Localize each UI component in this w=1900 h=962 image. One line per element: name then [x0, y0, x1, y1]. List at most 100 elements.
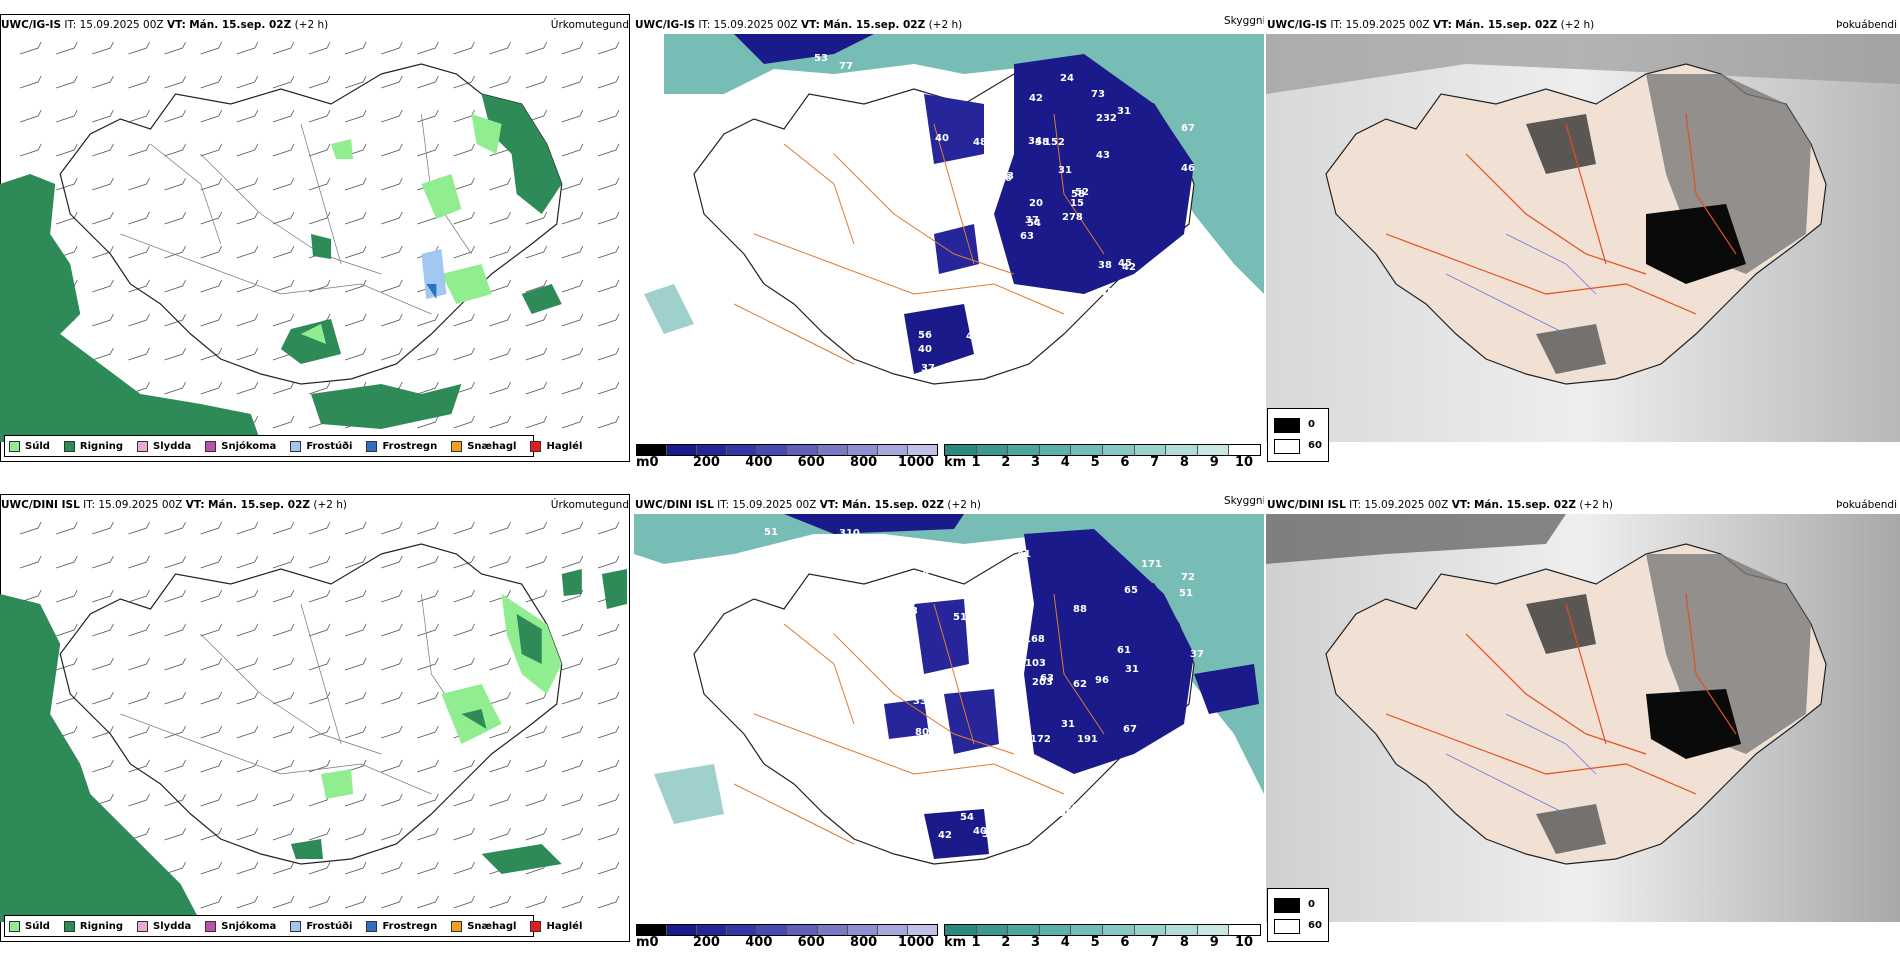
wind-barb: [453, 415, 475, 429]
wind-barb: [489, 279, 511, 293]
visibility-value-label: 42: [938, 830, 952, 841]
wind-barb: [344, 347, 367, 361]
visibility-value-label: 60: [1176, 357, 1190, 368]
visibility-value-label: 34: [1028, 136, 1042, 147]
legend-item: Haglél: [530, 920, 582, 932]
wind-barb: [597, 347, 620, 361]
colorbar-tick-label: 600: [797, 455, 825, 470]
wind-barb: [381, 861, 403, 875]
fog-legend: 0 60: [1267, 408, 1329, 462]
wind-barb: [453, 211, 475, 225]
wind-barb: [489, 313, 511, 327]
wind-barb: [561, 521, 584, 535]
wind-barb: [200, 589, 223, 603]
wind-barb: [92, 623, 114, 637]
visibility-value-label: 34: [1023, 764, 1037, 775]
wind-barb: [453, 245, 475, 259]
legend-label: Slydda: [153, 920, 192, 932]
wind-barb: [453, 177, 475, 191]
wind-barb: [92, 211, 114, 225]
wind-barb: [19, 109, 42, 123]
visibility-value-label: 37: [1025, 215, 1039, 226]
wind-barb: [561, 279, 584, 293]
visibility-value-label: 56: [918, 330, 932, 341]
wind-barb: [236, 381, 259, 395]
wind-barb: [236, 75, 259, 89]
wind-barb: [164, 589, 186, 603]
visibility-value-label: 37: [921, 363, 935, 374]
wind-barb: [200, 861, 223, 875]
wind-barb: [236, 691, 259, 705]
legend-swatch: [451, 920, 463, 932]
wind-barb: [236, 895, 259, 909]
legend-swatch-0: [1274, 418, 1300, 433]
wind-barb: [561, 381, 584, 395]
visibility-value-label: 203: [1032, 677, 1053, 688]
wind-barb: [453, 759, 475, 773]
visibility-value-label: 59: [764, 75, 778, 86]
legend-item: Slydda: [137, 440, 191, 452]
wind-barb: [344, 313, 367, 327]
colorbar-tick-label: 1: [971, 455, 981, 470]
wind-barb: [417, 759, 439, 773]
colorbar-tick-label: 400: [745, 455, 773, 470]
wind-barb: [525, 521, 548, 535]
model-name: UWC/IG-IS: [635, 19, 696, 31]
colorbar-segment: [976, 445, 1009, 455]
legend-swatch-60: [1274, 439, 1300, 454]
wind-barb: [200, 143, 223, 157]
wind-barb: [272, 861, 295, 875]
wind-barb: [308, 211, 331, 225]
colorbar-segment: [757, 445, 788, 455]
wind-barb: [272, 759, 295, 773]
wind-barb: [417, 895, 439, 909]
visibility-value-label: 99: [1059, 808, 1073, 819]
visibility-value-label: 31: [1117, 106, 1131, 117]
precip-map: [0, 514, 632, 922]
visibility-value-label: 81: [959, 184, 973, 195]
wind-barb: [308, 691, 331, 705]
lead-time: (+2 h): [928, 19, 963, 31]
colorbar-unit: m: [636, 455, 650, 470]
valid-time: Mán. 15.sep. 02Z: [207, 499, 310, 511]
visibility-value-label: 58: [1071, 189, 1085, 200]
wind-barb: [92, 725, 114, 739]
visibility-value-label: 60: [979, 300, 993, 311]
wind-barb: [272, 109, 295, 123]
valid-label: VT:: [1432, 19, 1452, 31]
wind-barb: [128, 725, 150, 739]
visibility-value-label: 80: [915, 727, 929, 738]
wind-barb: [236, 861, 259, 875]
colorbar-segment: [1229, 445, 1260, 455]
wind-barb: [128, 555, 150, 569]
wind-barb: [308, 623, 331, 637]
legend-item: Snæhagl: [451, 440, 516, 452]
visibility-value-label: 73: [1091, 89, 1105, 100]
wind-barb: [272, 75, 295, 89]
wind-barb: [92, 589, 114, 603]
wind-barb: [272, 245, 295, 259]
model-name: UWC/DINI ISL: [1267, 499, 1346, 511]
wind-barb: [453, 109, 475, 123]
wind-barb: [525, 245, 548, 259]
colorbar-tick-label: 8: [1179, 455, 1189, 470]
wind-barb: [489, 245, 511, 259]
panel-title: UWC/DINI ISL IT: 15.09.2025 00Z VT: Mán.…: [1267, 498, 1898, 512]
visibility-value-label: 63: [1040, 673, 1054, 684]
wind-barb: [344, 725, 367, 739]
legend-swatch: [290, 440, 302, 452]
wind-barb: [453, 657, 475, 671]
wind-barb: [128, 347, 150, 361]
model-name: UWC/IG-IS: [1267, 19, 1328, 31]
colorbar-segment: [877, 925, 908, 935]
model-name: UWC/DINI ISL: [635, 499, 714, 511]
visibility-value-label: 43: [1096, 150, 1110, 161]
wind-barb: [597, 109, 620, 123]
wind-barb: [381, 41, 403, 55]
wind-barb: [200, 793, 223, 807]
wind-barb: [417, 109, 439, 123]
wind-barb: [200, 895, 223, 909]
wind-barb: [597, 793, 620, 807]
colorbar-segment: [1166, 445, 1198, 455]
wind-barb: [56, 109, 78, 123]
